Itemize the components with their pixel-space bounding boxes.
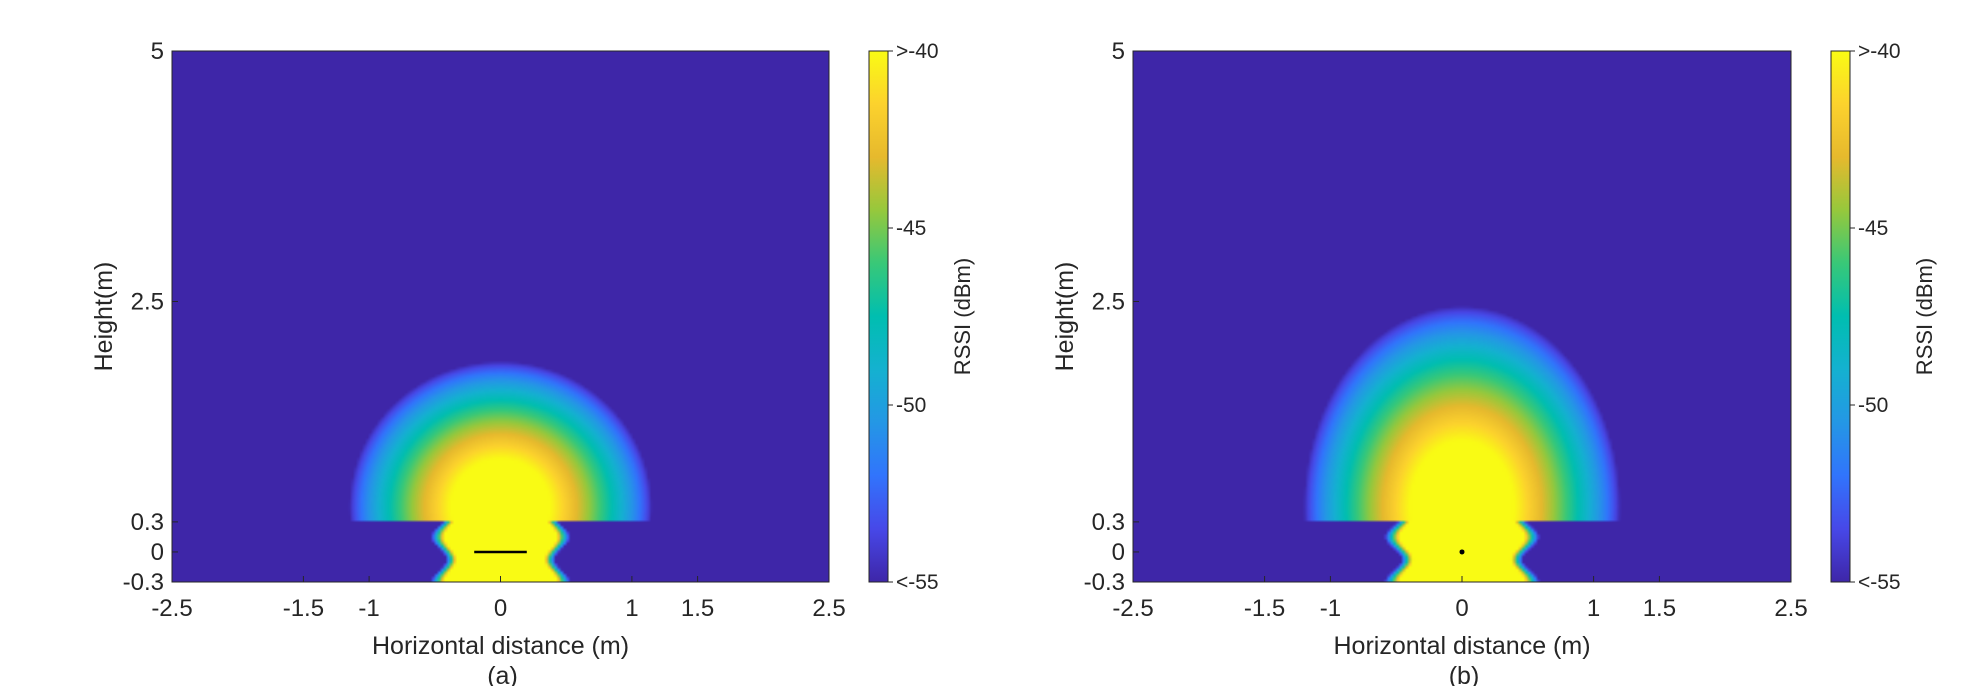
x-axis-label: Horizontal distance (m)	[1333, 632, 1590, 660]
colorbar-label: RSSI (dBm)	[950, 258, 975, 375]
x-tick-label: 1	[1587, 595, 1600, 622]
x-tick-label: 2.5	[812, 595, 845, 622]
colorbar	[868, 50, 889, 583]
x-tick-label: 0	[494, 595, 507, 622]
y-tick-label: 2.5	[1092, 288, 1125, 315]
colorbar-label: RSSI (dBm)	[1912, 258, 1937, 375]
x-tick-label: 2.5	[1774, 595, 1807, 622]
colorbar-tick-label: >-40	[896, 40, 939, 63]
y-tick-label: 2.5	[131, 288, 164, 315]
x-tick-label: -1	[1320, 595, 1341, 622]
y-axis-label: Height(m)	[90, 262, 118, 372]
y-tick-label: 5	[1112, 38, 1125, 65]
x-tick-label: -1	[358, 595, 379, 622]
x-tick-label: 1	[625, 595, 638, 622]
y-tick-label: 0.3	[131, 509, 164, 536]
heatmap-field	[1133, 51, 1791, 582]
panel-a: -2.5 -1.5 -1 0 1 1.5 2.5 -0.3 0 0.3 2.5 5 Horizontal…	[90, 38, 975, 686]
colorbar-tick-label: <-55	[1858, 571, 1901, 594]
x-tick-label: -2.5	[1112, 595, 1153, 622]
colorbar-tick-label: -45	[896, 217, 926, 240]
x-tick-label: 1.5	[1643, 595, 1676, 622]
x-axis-label: Horizontal distance (m)	[372, 632, 629, 660]
y-tick-label: -0.3	[1084, 569, 1125, 596]
x-tick-label: -1.5	[283, 595, 324, 622]
colorbar-tick-label: -50	[896, 394, 926, 417]
y-tick-label: 0	[1112, 539, 1125, 566]
panel-b: -2.5 -1.5 -1 0 1 1.5 2.5 -0.3 0 0.3 2.5 5 Horizontal…	[1051, 38, 1937, 686]
y-tick-label: 0	[151, 539, 164, 566]
colorbar-tick-label: -45	[1858, 217, 1888, 240]
panel-label: (b)	[1449, 662, 1480, 686]
colorbar	[1830, 50, 1851, 583]
source-marker-dot	[1459, 549, 1465, 555]
y-axis-label: Height(m)	[1051, 262, 1079, 372]
x-tick-label: 0	[1455, 595, 1468, 622]
colorbar-tick-label: -50	[1858, 394, 1888, 417]
x-tick-label: -2.5	[151, 595, 192, 622]
x-tick-label: 1.5	[681, 595, 714, 622]
y-tick-label: 5	[151, 38, 164, 65]
colorbar-tick-label: <-55	[896, 571, 939, 594]
y-tick-label: -0.3	[123, 569, 164, 596]
x-tick-label: -1.5	[1244, 595, 1285, 622]
colorbar-tick-label: >-40	[1858, 40, 1901, 63]
panel-label: (a)	[487, 662, 518, 686]
y-tick-label: 0.3	[1092, 509, 1125, 536]
heatmap-field	[172, 51, 829, 582]
